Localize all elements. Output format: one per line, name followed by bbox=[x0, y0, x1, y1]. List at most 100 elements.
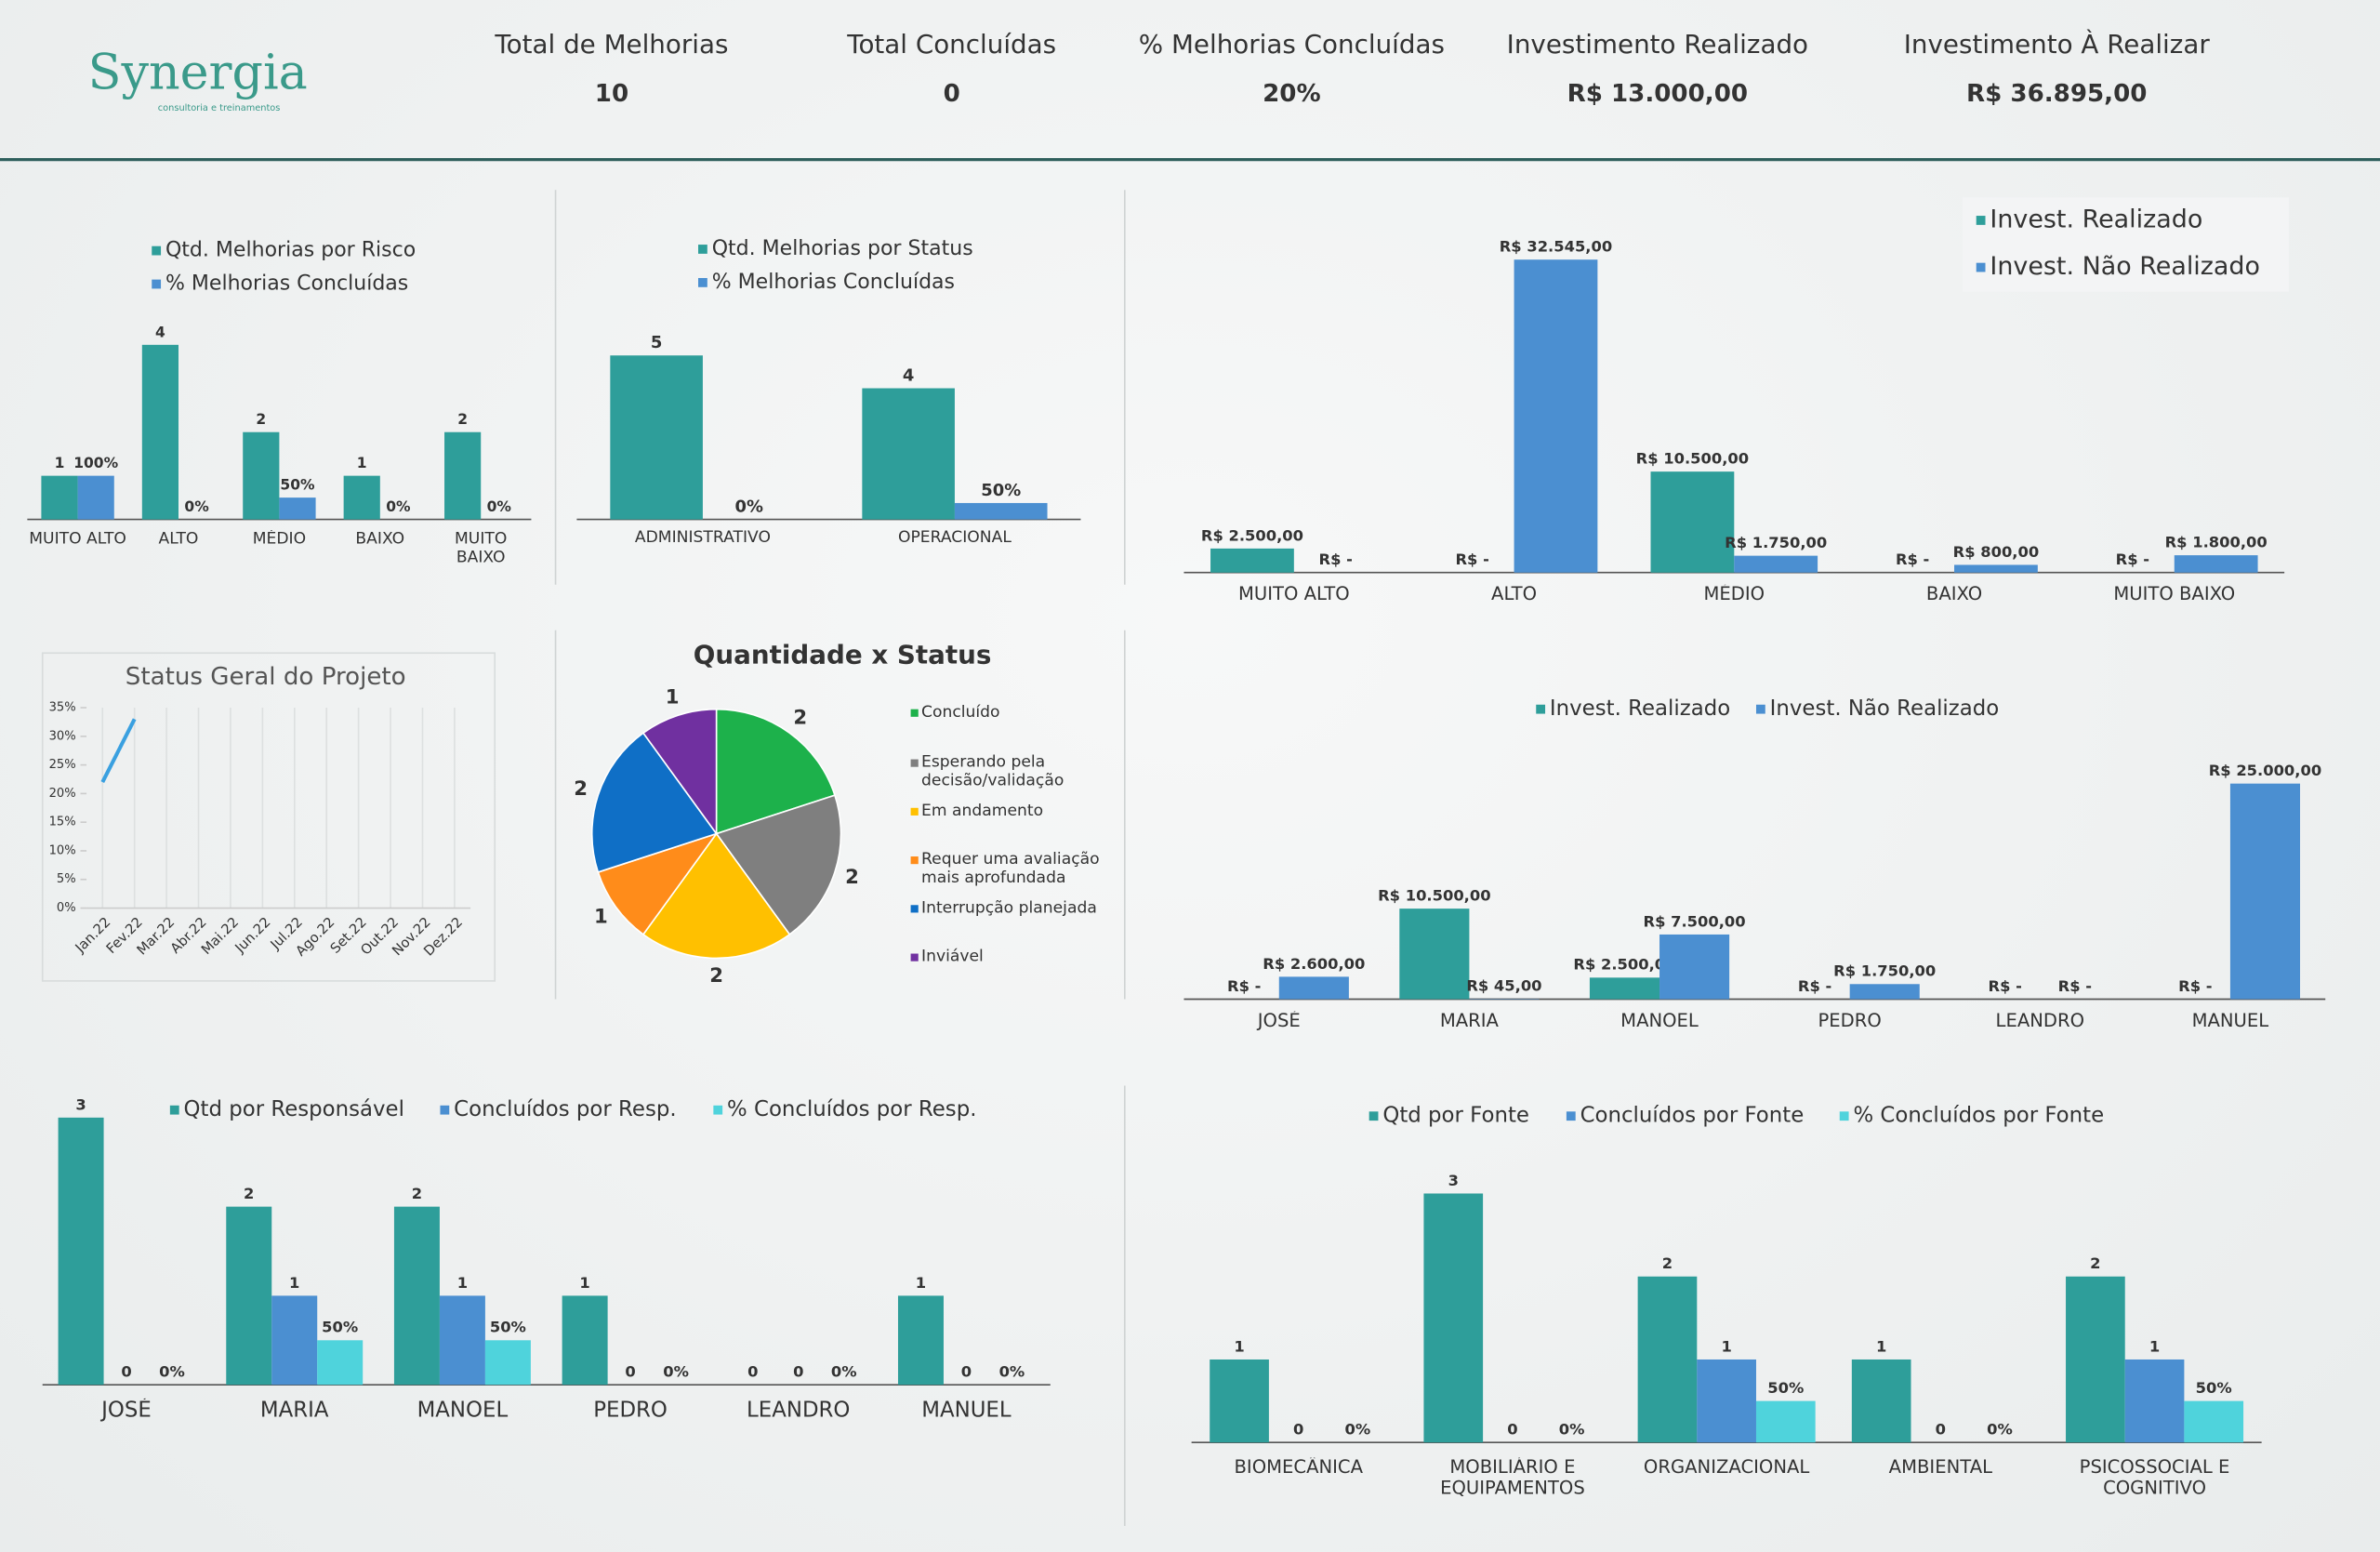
data-label: R$ - bbox=[1798, 977, 1831, 995]
pie-slice bbox=[590, 732, 718, 873]
x-tick-label: LEANDRO bbox=[1995, 1011, 2085, 1031]
legend-label: Invest. Realizado bbox=[1550, 696, 1730, 721]
x-tick-label: ALTO bbox=[158, 530, 199, 549]
kpi-label: Investimento À Realizar bbox=[1904, 28, 2211, 60]
bar bbox=[2174, 555, 2258, 573]
x-tick-label-box: AMBIENTAL bbox=[1888, 1457, 1993, 1478]
bar bbox=[279, 497, 316, 520]
x-tick-label: MARIA bbox=[259, 1398, 329, 1424]
bar bbox=[562, 1295, 608, 1386]
data-label: 1 bbox=[357, 455, 367, 471]
kpi-label: Investimento Realizado bbox=[1507, 29, 1808, 60]
legend-swatch bbox=[910, 759, 919, 767]
logo-subtitle: consultoria e treinamentos bbox=[158, 103, 281, 113]
data-label: 1 bbox=[666, 686, 680, 710]
x-tick-label-box: MÉDIO bbox=[1704, 585, 1765, 604]
x-tick-label-box: MUITO ALTO bbox=[29, 530, 126, 549]
legend-swatch bbox=[910, 709, 919, 717]
x-tick-label: MOBILIÁRIO E EQUIPAMENTOS bbox=[1440, 1457, 1585, 1499]
data-label: 0 bbox=[793, 1363, 803, 1381]
data-label: 5 bbox=[651, 333, 662, 352]
data-label: R$ - bbox=[2178, 977, 2212, 995]
legend-label-box: Interrupção planejada bbox=[921, 898, 1097, 918]
data-label: R$ 7.500,00 bbox=[1644, 912, 1746, 930]
legend-label: Invest. Realizado bbox=[1990, 205, 2202, 233]
legend-label: Invest. Não Realizado bbox=[1990, 252, 2260, 281]
legend-label: Qtd por Fonte bbox=[1382, 1104, 1529, 1128]
x-tick-label-box: MUITO BAIXO bbox=[455, 530, 507, 566]
data-label: R$ - bbox=[1319, 550, 1353, 568]
x-tick-label: AMBIENTAL bbox=[1888, 1457, 1993, 1478]
bar bbox=[77, 475, 114, 520]
data-label: 0% bbox=[663, 1363, 689, 1381]
data-label: 0% bbox=[831, 1363, 857, 1381]
legend-label: Concluídos por Fonte bbox=[1580, 1104, 1805, 1128]
data-label: R$ - bbox=[1455, 550, 1488, 568]
pie-slice bbox=[715, 708, 836, 835]
x-tick-label: MANUEL bbox=[921, 1398, 1012, 1424]
data-label: R$ 10.500,00 bbox=[1636, 450, 1749, 468]
legend-label: Esperando pela decisão/validação bbox=[921, 753, 1064, 790]
data-label: 1 bbox=[289, 1274, 299, 1292]
data-label: 50% bbox=[280, 477, 315, 494]
legend-label: Invest. Não Realizado bbox=[1770, 696, 2000, 721]
bar bbox=[2229, 783, 2301, 1000]
x-tick-label: JOSÉ bbox=[101, 1398, 152, 1424]
x-tick-label-box: MÉDIO bbox=[253, 530, 306, 549]
data-label: 2 bbox=[457, 411, 468, 428]
data-label: 0 bbox=[747, 1363, 758, 1381]
legend-label: % Concluídos por Fonte bbox=[1853, 1104, 2104, 1128]
legend-label-box: Requer uma avaliação mais aprofundada bbox=[921, 851, 1100, 887]
bar bbox=[2066, 1276, 2125, 1443]
data-label: 50% bbox=[981, 481, 1021, 500]
kpi-value: 10 bbox=[595, 80, 628, 108]
legend-label: Concluído bbox=[921, 703, 1000, 722]
y-tick-label: 20% bbox=[49, 787, 76, 801]
y-tick-label: 15% bbox=[49, 816, 76, 829]
data-label: 0% bbox=[734, 497, 762, 517]
legend-swatch bbox=[910, 807, 919, 816]
x-tick-label-box: ALTO bbox=[158, 530, 199, 549]
legend-label-box: Concluído bbox=[921, 703, 1000, 722]
x-tick-label: MUITO ALTO bbox=[1237, 584, 1350, 605]
data-label: R$ 2.500,00 bbox=[1573, 956, 1675, 974]
legend-swatch bbox=[152, 279, 162, 289]
legend-swatch bbox=[1839, 1111, 1849, 1121]
legend-swatch bbox=[152, 245, 162, 256]
data-label: R$ 1.750,00 bbox=[1725, 534, 1827, 551]
x-tick-label-box: BIOMECÂNICA bbox=[1234, 1457, 1363, 1478]
x-tick-label: PSICOSSOCIAL E COGNITIVO bbox=[2079, 1457, 2230, 1499]
data-label: R$ 45,00 bbox=[1466, 977, 1541, 995]
data-label: 2 bbox=[574, 777, 588, 801]
legend-label: % Concluídos por Resp. bbox=[727, 1097, 976, 1121]
data-label: 0% bbox=[487, 498, 512, 515]
x-tick-label-box: ORGANIZACIONAL bbox=[1644, 1458, 1809, 1478]
legend-swatch bbox=[713, 1105, 723, 1115]
data-label: 1 bbox=[1876, 1337, 1886, 1355]
bar bbox=[954, 502, 1048, 520]
bar bbox=[41, 475, 78, 520]
bar bbox=[1210, 548, 1294, 573]
data-label: 0 bbox=[121, 1363, 131, 1381]
legend-swatch bbox=[1368, 1111, 1379, 1121]
kpi-value: 20% bbox=[1263, 80, 1321, 108]
x-tick-label-box: MANOEL bbox=[1620, 1012, 1699, 1031]
bar bbox=[1399, 909, 1470, 1000]
x-tick-label-box: PEDRO bbox=[1818, 1012, 1881, 1031]
data-label: 0 bbox=[1293, 1421, 1303, 1439]
x-tick-label: MANOEL bbox=[416, 1398, 509, 1424]
x-tick-label: BIOMECÂNICA bbox=[1234, 1457, 1363, 1478]
legend-label: Interrupção planejada bbox=[921, 898, 1097, 918]
x-tick-label-box: ALTO bbox=[1491, 585, 1537, 604]
bar bbox=[1755, 1400, 1816, 1443]
data-label: 3 bbox=[1448, 1172, 1459, 1189]
bar bbox=[1851, 1359, 1911, 1443]
data-label: 2 bbox=[412, 1185, 422, 1202]
legend-label: Em andamento bbox=[921, 802, 1044, 820]
legend-label-box: Esperando pela decisão/validação bbox=[921, 753, 1064, 790]
legend-swatch bbox=[1976, 216, 1986, 225]
bar bbox=[2124, 1359, 2185, 1443]
data-label: 2 bbox=[709, 964, 723, 988]
bar bbox=[1423, 1193, 1484, 1443]
